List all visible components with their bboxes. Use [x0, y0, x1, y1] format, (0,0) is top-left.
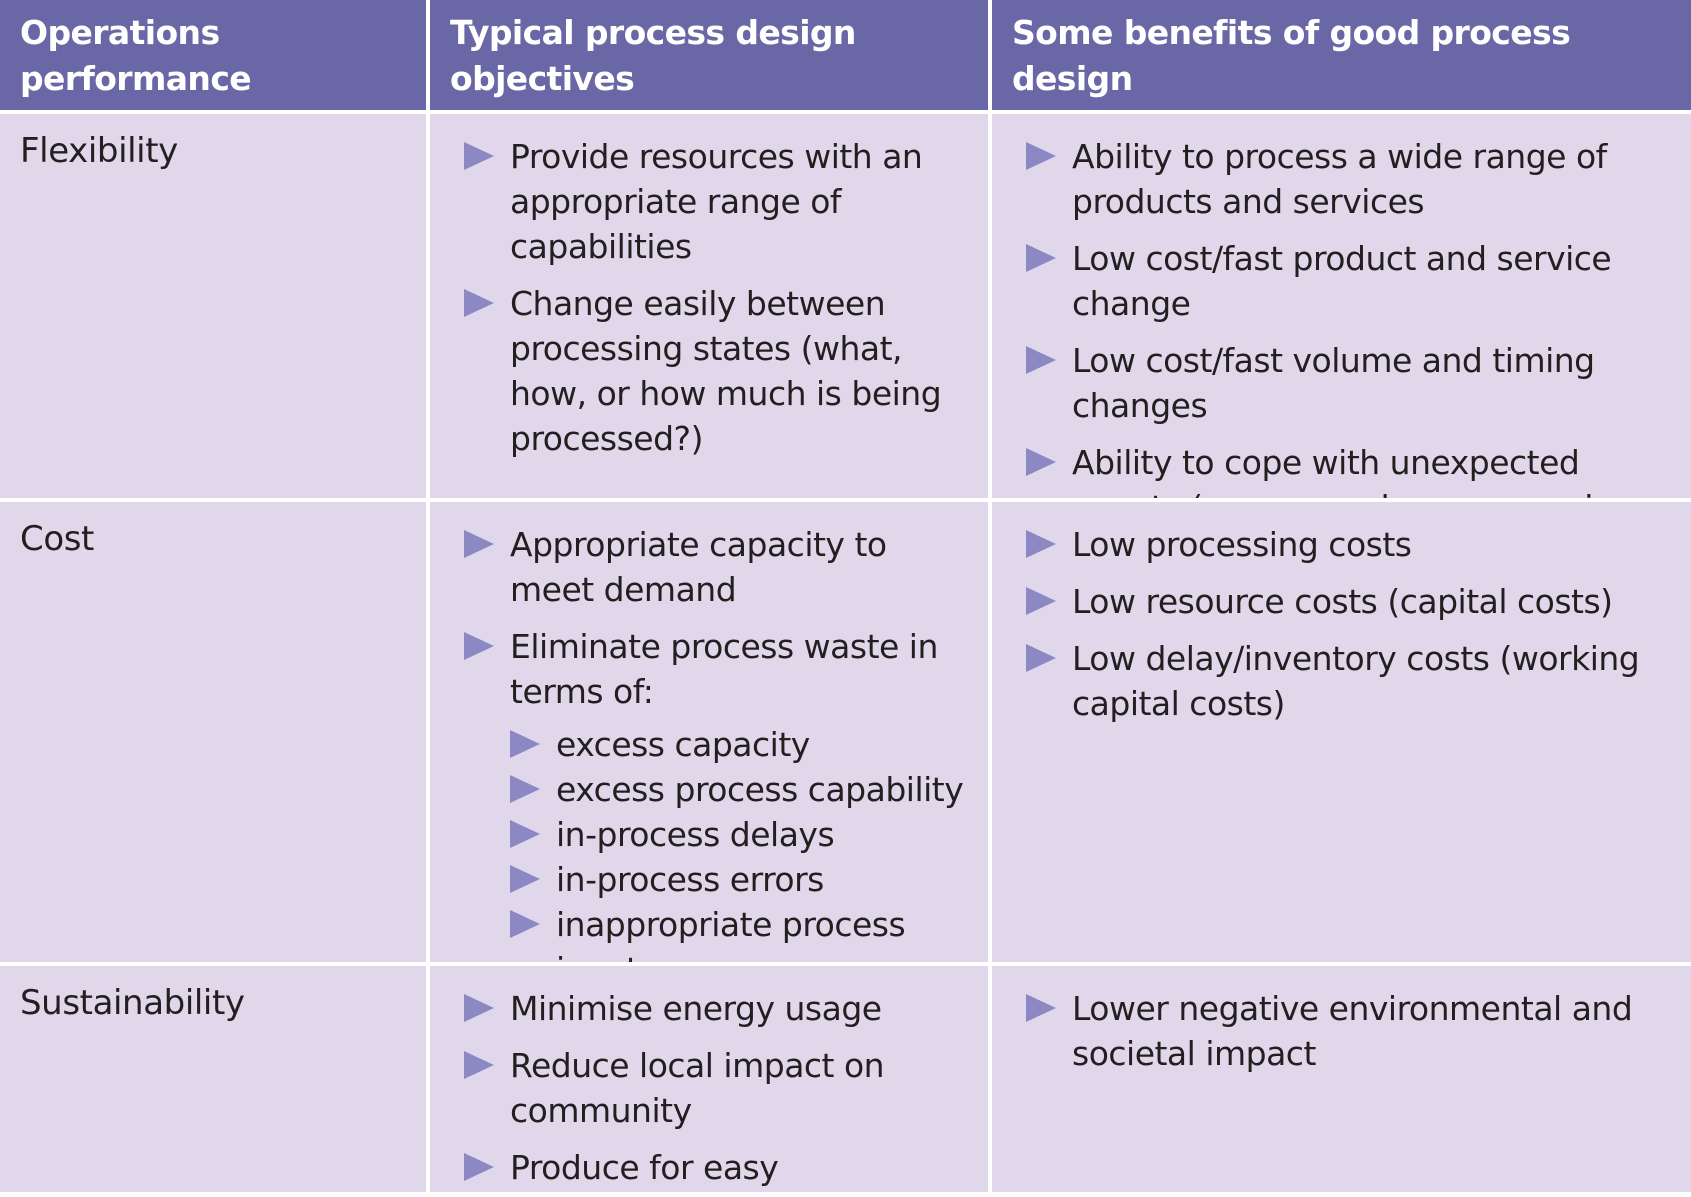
triangle-bullet-icon [1026, 142, 1056, 170]
triangle-bullet-icon [1026, 587, 1056, 615]
triangle-bullet-icon [510, 820, 540, 848]
objective-text: Change easily between processing states … [510, 284, 942, 458]
sublist-item: excess process capability [510, 767, 978, 812]
benefit-text: Ability to cope with unexpected events (… [1072, 443, 1634, 498]
triangle-bullet-icon [510, 730, 540, 758]
list-item: Ability to process a wide range of produ… [1026, 134, 1681, 224]
list-item: Low processing costs [1026, 522, 1681, 567]
list-item: Low delay/inventory costs (working capit… [1026, 636, 1681, 726]
header-design-objectives: Typical process design objectives [430, 0, 988, 110]
list-item: Low cost/fast volume and timing changes [1026, 338, 1681, 428]
objective-text: Eliminate process waste in terms of: [510, 627, 938, 711]
list-item: Low cost/fast product and service change [1026, 236, 1681, 326]
objectives-list: Appropriate capacity to meet demand Elim… [456, 522, 978, 962]
benefit-text: Ability to process a wide range of produ… [1072, 137, 1607, 221]
benefits-cell-sustainability: Lower negative environmental and societa… [992, 966, 1691, 1192]
waste-text: excess process capability [556, 770, 964, 809]
list-item: Change easily between processing states … [464, 281, 978, 461]
benefits-list: Ability to process a wide range of produ… [1018, 134, 1681, 498]
benefits-list: Low processing costs Low resource costs … [1018, 522, 1681, 726]
benefit-text: Low resource costs (capital costs) [1072, 582, 1613, 621]
sublist-item: inappropriate process inputs [510, 902, 978, 962]
benefit-text: Lower negative environmental and societa… [1072, 989, 1633, 1073]
objective-text: Minimise energy usage [510, 989, 882, 1028]
benefit-text: Low cost/fast product and service change [1072, 239, 1612, 323]
benefit-text: Low cost/fast volume and timing changes [1072, 341, 1595, 425]
benefit-text: Low processing costs [1072, 525, 1412, 564]
list-item: Provide resources with an appropriate ra… [464, 134, 978, 269]
triangle-bullet-icon [1026, 994, 1056, 1022]
triangle-bullet-icon [464, 1153, 494, 1181]
triangle-bullet-icon [1026, 346, 1056, 374]
objectives-cell-flexibility: Provide resources with an appropriate ra… [430, 114, 988, 498]
triangle-bullet-icon [510, 865, 540, 893]
header-benefits: Some benefits of good process design [992, 0, 1691, 110]
list-item: Lower negative environmental and societa… [1026, 986, 1681, 1076]
objectives-cell-sustainability: Minimise energy usage Reduce local impac… [430, 966, 988, 1192]
sublist-item: in-process errors [510, 857, 978, 902]
row-label-cell: Sustainability [0, 966, 426, 1192]
benefit-text: Low delay/inventory costs (working capit… [1072, 639, 1640, 723]
objectives-list: Provide resources with an appropriate ra… [456, 134, 978, 461]
list-item: Minimise energy usage [464, 986, 978, 1031]
row-label-sustainability: Sustainability [20, 983, 245, 1023]
triangle-bullet-icon [464, 142, 494, 170]
triangle-bullet-icon [1026, 530, 1056, 558]
triangle-bullet-icon [1026, 644, 1056, 672]
row-label-cost: Cost [20, 519, 94, 559]
list-item: Low resource costs (capital costs) [1026, 579, 1681, 624]
sublist-item: in-process delays [510, 812, 978, 857]
list-item: Reduce local impact on community [464, 1043, 978, 1133]
triangle-bullet-icon [464, 530, 494, 558]
header-performance-objective: Operations performance objective [0, 0, 426, 144]
list-item: Appropriate capacity to meet demand [464, 522, 978, 612]
benefits-cell-flexibility: Ability to process a wide range of produ… [992, 114, 1691, 498]
triangle-bullet-icon [510, 775, 540, 803]
objective-text: Appropriate capacity to meet demand [510, 525, 887, 609]
waste-text: inappropriate process inputs [556, 905, 906, 962]
row-label-flexibility: Flexibility [20, 131, 178, 171]
list-item: Produce for easy disassembly [464, 1145, 978, 1192]
benefits-cell-cost: Low processing costs Low resource costs … [992, 502, 1691, 962]
triangle-bullet-icon [464, 994, 494, 1022]
list-item: Ability to cope with unexpected events (… [1026, 440, 1681, 498]
objective-text: Provide resources with an appropriate ra… [510, 137, 923, 266]
objective-text: Produce for easy disassembly [510, 1148, 779, 1187]
waste-sublist: excess capacity excess process capabilit… [510, 722, 978, 962]
triangle-bullet-icon [1026, 448, 1056, 476]
objectives-list: Minimise energy usage Reduce local impac… [456, 986, 978, 1192]
waste-text: in-process delays [556, 815, 835, 854]
triangle-bullet-icon [1026, 244, 1056, 272]
benefits-list: Lower negative environmental and societa… [1018, 986, 1681, 1076]
triangle-bullet-icon [510, 910, 540, 938]
waste-text: excess capacity [556, 725, 810, 764]
sublist-item: excess capacity [510, 722, 978, 767]
triangle-bullet-icon [464, 632, 494, 660]
objective-text: Reduce local impact on community [510, 1046, 885, 1130]
row-label-cell: Flexibility [0, 114, 426, 498]
row-label-cell: Cost [0, 502, 426, 962]
waste-text: in-process errors [556, 860, 824, 899]
triangle-bullet-icon [464, 289, 494, 317]
list-item: Eliminate process waste in terms of: exc… [464, 624, 978, 962]
triangle-bullet-icon [464, 1051, 494, 1079]
objectives-cell-cost: Appropriate capacity to meet demand Elim… [430, 502, 988, 962]
